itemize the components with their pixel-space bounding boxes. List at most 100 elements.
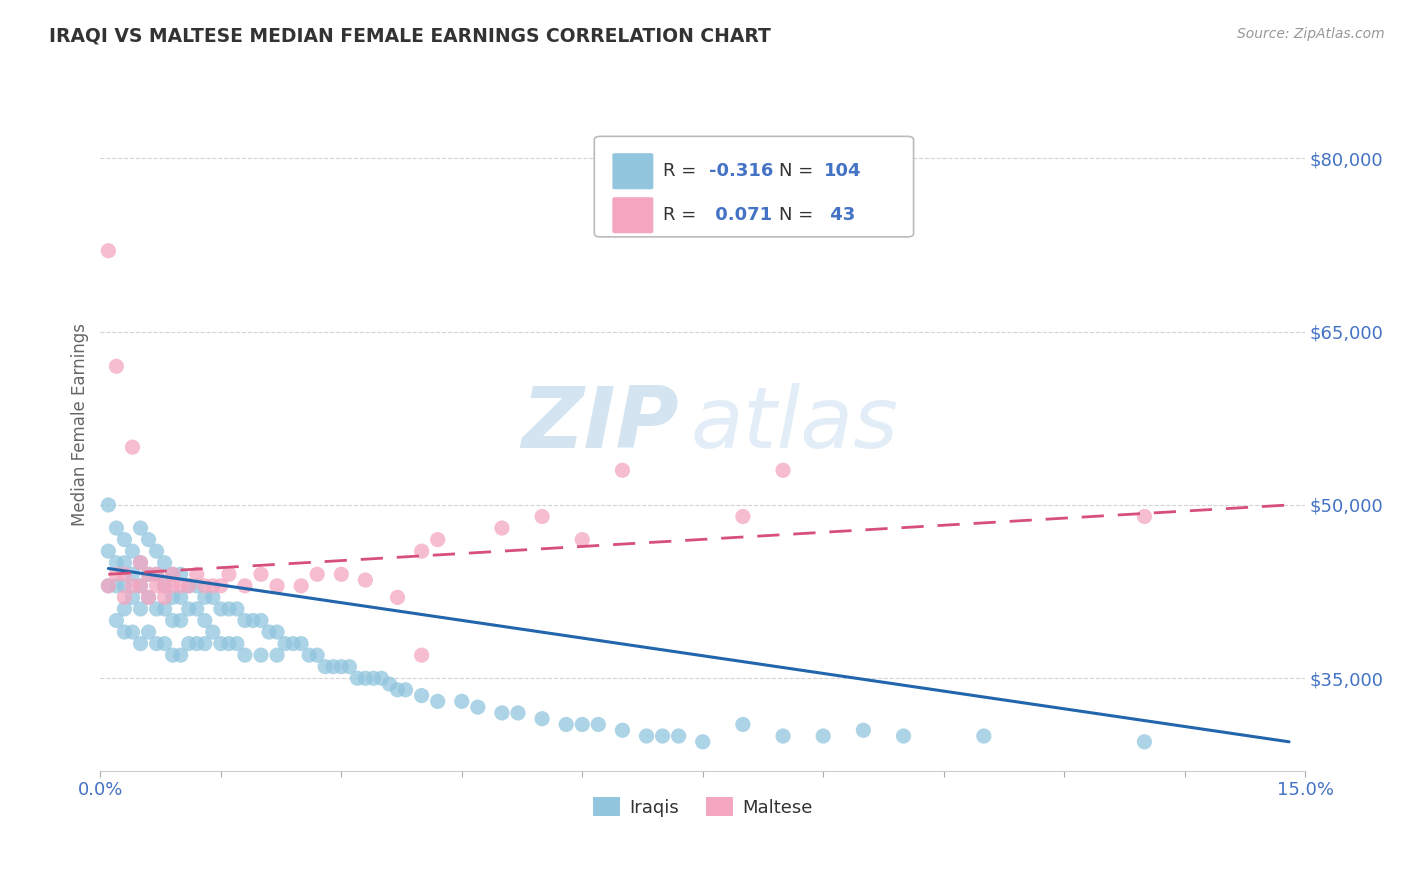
Point bbox=[162, 614, 184, 628]
Text: atlas: atlas bbox=[690, 383, 898, 466]
Point bbox=[114, 579, 136, 593]
Point bbox=[177, 602, 200, 616]
Point bbox=[411, 689, 433, 703]
Point bbox=[555, 717, 578, 731]
Point bbox=[731, 717, 754, 731]
Point bbox=[290, 637, 312, 651]
Point bbox=[97, 244, 120, 258]
Text: N =: N = bbox=[779, 206, 818, 224]
Point bbox=[588, 717, 610, 731]
Point bbox=[114, 591, 136, 605]
Point bbox=[201, 579, 224, 593]
Point bbox=[337, 659, 360, 673]
Point bbox=[162, 648, 184, 662]
Point bbox=[138, 625, 160, 640]
Point bbox=[467, 700, 489, 714]
Point bbox=[194, 637, 217, 651]
Point bbox=[186, 567, 208, 582]
Point bbox=[531, 712, 554, 726]
Point bbox=[177, 579, 200, 593]
Point bbox=[426, 533, 449, 547]
Point bbox=[307, 648, 329, 662]
Point bbox=[290, 579, 312, 593]
Point bbox=[138, 533, 160, 547]
Point bbox=[668, 729, 690, 743]
Point bbox=[138, 567, 160, 582]
Point bbox=[225, 602, 247, 616]
Point bbox=[153, 579, 176, 593]
Legend: Iraqis, Maltese: Iraqis, Maltese bbox=[586, 790, 820, 824]
FancyBboxPatch shape bbox=[613, 197, 654, 233]
Text: 43: 43 bbox=[824, 206, 856, 224]
Point bbox=[218, 602, 240, 616]
Point bbox=[218, 567, 240, 582]
Point bbox=[177, 579, 200, 593]
Point bbox=[186, 579, 208, 593]
Point bbox=[233, 614, 256, 628]
Point bbox=[772, 463, 794, 477]
Point bbox=[145, 579, 167, 593]
Point bbox=[1133, 735, 1156, 749]
Point bbox=[394, 682, 416, 697]
Point bbox=[450, 694, 472, 708]
Point bbox=[811, 729, 834, 743]
Point bbox=[201, 625, 224, 640]
Point bbox=[250, 614, 273, 628]
Point bbox=[250, 567, 273, 582]
Point bbox=[209, 602, 232, 616]
Point bbox=[194, 579, 217, 593]
Point bbox=[145, 567, 167, 582]
Point bbox=[370, 671, 392, 685]
Point bbox=[506, 706, 529, 720]
Point bbox=[169, 579, 191, 593]
Point bbox=[169, 591, 191, 605]
Point bbox=[121, 625, 143, 640]
Point bbox=[121, 579, 143, 593]
Point bbox=[266, 625, 288, 640]
Point bbox=[145, 567, 167, 582]
Point bbox=[298, 648, 321, 662]
Point bbox=[201, 591, 224, 605]
Point bbox=[97, 498, 120, 512]
Point bbox=[162, 567, 184, 582]
Point bbox=[129, 579, 152, 593]
Point bbox=[186, 637, 208, 651]
Point bbox=[105, 567, 128, 582]
Point bbox=[138, 591, 160, 605]
Point bbox=[233, 648, 256, 662]
Text: 104: 104 bbox=[824, 162, 862, 180]
Point bbox=[330, 567, 353, 582]
Point bbox=[354, 671, 377, 685]
Point bbox=[612, 723, 634, 738]
Point bbox=[281, 637, 304, 651]
Point bbox=[242, 614, 264, 628]
Point bbox=[387, 591, 409, 605]
FancyBboxPatch shape bbox=[595, 136, 914, 237]
Point bbox=[114, 533, 136, 547]
FancyBboxPatch shape bbox=[613, 153, 654, 189]
Point bbox=[177, 637, 200, 651]
Point bbox=[145, 637, 167, 651]
Text: 0.071: 0.071 bbox=[709, 206, 772, 224]
Point bbox=[411, 648, 433, 662]
Point bbox=[194, 591, 217, 605]
Point bbox=[153, 556, 176, 570]
Point bbox=[121, 440, 143, 454]
Point bbox=[153, 579, 176, 593]
Point bbox=[105, 579, 128, 593]
Point bbox=[491, 706, 513, 720]
Point bbox=[852, 723, 875, 738]
Text: N =: N = bbox=[779, 162, 818, 180]
Point bbox=[346, 671, 368, 685]
Point bbox=[378, 677, 401, 691]
Point bbox=[121, 567, 143, 582]
Text: IRAQI VS MALTESE MEDIAN FEMALE EARNINGS CORRELATION CHART: IRAQI VS MALTESE MEDIAN FEMALE EARNINGS … bbox=[49, 27, 770, 45]
Point bbox=[772, 729, 794, 743]
Text: R =: R = bbox=[664, 206, 702, 224]
Point bbox=[169, 567, 191, 582]
Point bbox=[571, 717, 593, 731]
Point bbox=[973, 729, 995, 743]
Text: ZIP: ZIP bbox=[522, 383, 679, 466]
Point bbox=[1133, 509, 1156, 524]
Y-axis label: Median Female Earnings: Median Female Earnings bbox=[72, 323, 89, 525]
